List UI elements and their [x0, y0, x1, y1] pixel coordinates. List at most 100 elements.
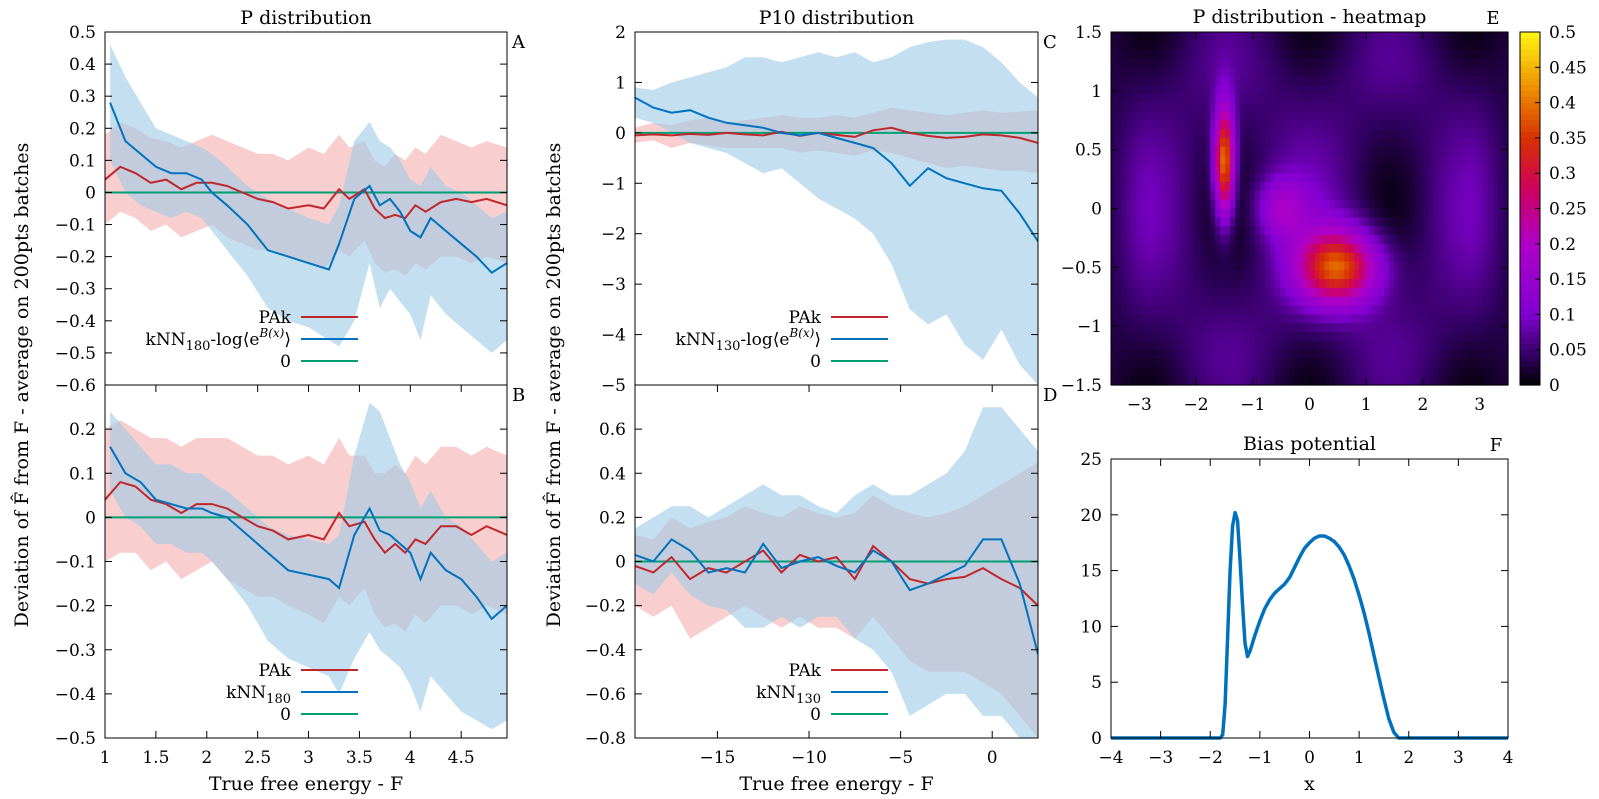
- heatmap-cell: [1423, 261, 1430, 271]
- heatmap-cell: [1329, 332, 1335, 342]
- heatmap-cell: [1284, 287, 1291, 298]
- y-tick-label: −0.4: [55, 312, 96, 332]
- heatmap-cell: [1483, 49, 1489, 60]
- heatmap-cell: [1433, 76, 1440, 86]
- heatmap-cell: [1483, 32, 1489, 42]
- heatmap-cell: [1264, 234, 1271, 245]
- heatmap-cell: [1334, 323, 1340, 333]
- heatmap-cell: [1453, 67, 1459, 77]
- heatmap-cell: [1111, 287, 1117, 298]
- heatmap-cell: [1111, 217, 1117, 227]
- heatmap-cell: [1393, 217, 1400, 227]
- heatmap-cell: [1254, 49, 1261, 60]
- heatmap-cell: [1299, 102, 1306, 113]
- heatmap-cell: [1423, 49, 1430, 60]
- heatmap-cell: [1388, 40, 1395, 51]
- heatmap-cell: [1374, 376, 1380, 386]
- heatmap-cell: [1443, 305, 1450, 315]
- x-tick-label: 4.5: [448, 748, 475, 768]
- heatmap-cell: [1130, 226, 1137, 236]
- heatmap-cell: [1329, 217, 1335, 227]
- heatmap-cell: [1498, 32, 1504, 42]
- heatmap-cell: [1408, 137, 1415, 148]
- heatmap-cell: [1324, 67, 1330, 77]
- x-tick-label: 0: [987, 748, 998, 768]
- heatmap-cell: [1428, 270, 1435, 280]
- heatmap-cell: [1249, 129, 1256, 139]
- heatmap-cell: [1438, 199, 1445, 210]
- heatmap-cell: [1155, 296, 1162, 307]
- heatmap-cell: [1195, 199, 1201, 210]
- heatmap-cell: [1269, 120, 1276, 130]
- heatmap-cell: [1378, 226, 1385, 236]
- heatmap-cell: [1240, 102, 1246, 113]
- heatmap-cell: [1274, 287, 1281, 298]
- heatmap-cell: [1354, 155, 1360, 165]
- heatmap-cell: [1359, 155, 1365, 165]
- heatmap-cell: [1185, 32, 1191, 42]
- heatmap-cell: [1418, 323, 1425, 333]
- heatmap-cell: [1235, 67, 1241, 77]
- heatmap-cell: [1289, 252, 1296, 263]
- heatmap-cell: [1438, 67, 1445, 77]
- heatmap-cell: [1274, 173, 1281, 183]
- heatmap-cell: [1383, 137, 1390, 148]
- heatmap-cell: [1468, 279, 1474, 289]
- heatmap-cell: [1468, 323, 1474, 333]
- heatmap-cell: [1483, 111, 1489, 121]
- heatmap-cell: [1240, 146, 1246, 157]
- heatmap-cell: [1378, 182, 1385, 192]
- heatmap-cell: [1383, 305, 1390, 315]
- heatmap-cell: [1418, 32, 1425, 42]
- heatmap-cell: [1249, 367, 1256, 377]
- heatmap-cell: [1488, 129, 1494, 139]
- heatmap-cell: [1299, 340, 1306, 351]
- heatmap-cell: [1408, 234, 1415, 245]
- heatmap-cell: [1230, 296, 1236, 307]
- heatmap-cell: [1240, 182, 1246, 192]
- heatmap-cell: [1458, 367, 1464, 377]
- heatmap-cell: [1398, 67, 1405, 77]
- heatmap-cell: [1205, 226, 1211, 236]
- heatmap-cell: [1304, 173, 1311, 183]
- heatmap-cell: [1423, 296, 1430, 307]
- y-tick-label: 5: [1091, 673, 1102, 693]
- heatmap-cell: [1433, 182, 1440, 192]
- heatmap-cell: [1453, 252, 1459, 263]
- heatmap-cell: [1170, 226, 1177, 236]
- heatmap-cell: [1339, 340, 1345, 351]
- heatmap-cell: [1160, 287, 1167, 298]
- heatmap-cell: [1205, 93, 1211, 104]
- heatmap-cell: [1269, 261, 1276, 271]
- heatmap-cell: [1448, 270, 1455, 280]
- heatmap-cell: [1289, 287, 1296, 298]
- heatmap-cell: [1428, 252, 1435, 263]
- heatmap-cell: [1111, 137, 1117, 148]
- heatmap-cell: [1329, 76, 1335, 86]
- heatmap-cell: [1220, 182, 1226, 192]
- heatmap-cell: [1344, 32, 1350, 42]
- heatmap-cell: [1463, 287, 1469, 298]
- heatmap-cell: [1264, 58, 1271, 68]
- heatmap-cell: [1289, 332, 1296, 342]
- heatmap-cell: [1111, 367, 1117, 377]
- heatmap-cell: [1378, 332, 1385, 342]
- heatmap-cell: [1259, 155, 1266, 165]
- heatmap-cell: [1359, 84, 1365, 95]
- heatmap-cell: [1150, 243, 1157, 254]
- heatmap-cell: [1145, 155, 1152, 165]
- heatmap-cell: [1165, 208, 1172, 218]
- y-tick-label: −1: [601, 174, 626, 194]
- heatmap-cell: [1344, 137, 1350, 148]
- heatmap-cell: [1215, 32, 1221, 42]
- heatmap-cell: [1185, 367, 1191, 377]
- heatmap-cell: [1448, 217, 1455, 227]
- heatmap-cell: [1190, 182, 1196, 192]
- heatmap-cell: [1378, 199, 1385, 210]
- heatmap-cell: [1145, 111, 1152, 121]
- heatmap-cell: [1140, 111, 1147, 121]
- colorbar-step: [1520, 61, 1540, 68]
- heatmap-cell: [1150, 182, 1157, 192]
- heatmap-cell: [1111, 199, 1117, 210]
- heatmap-cell: [1299, 261, 1306, 271]
